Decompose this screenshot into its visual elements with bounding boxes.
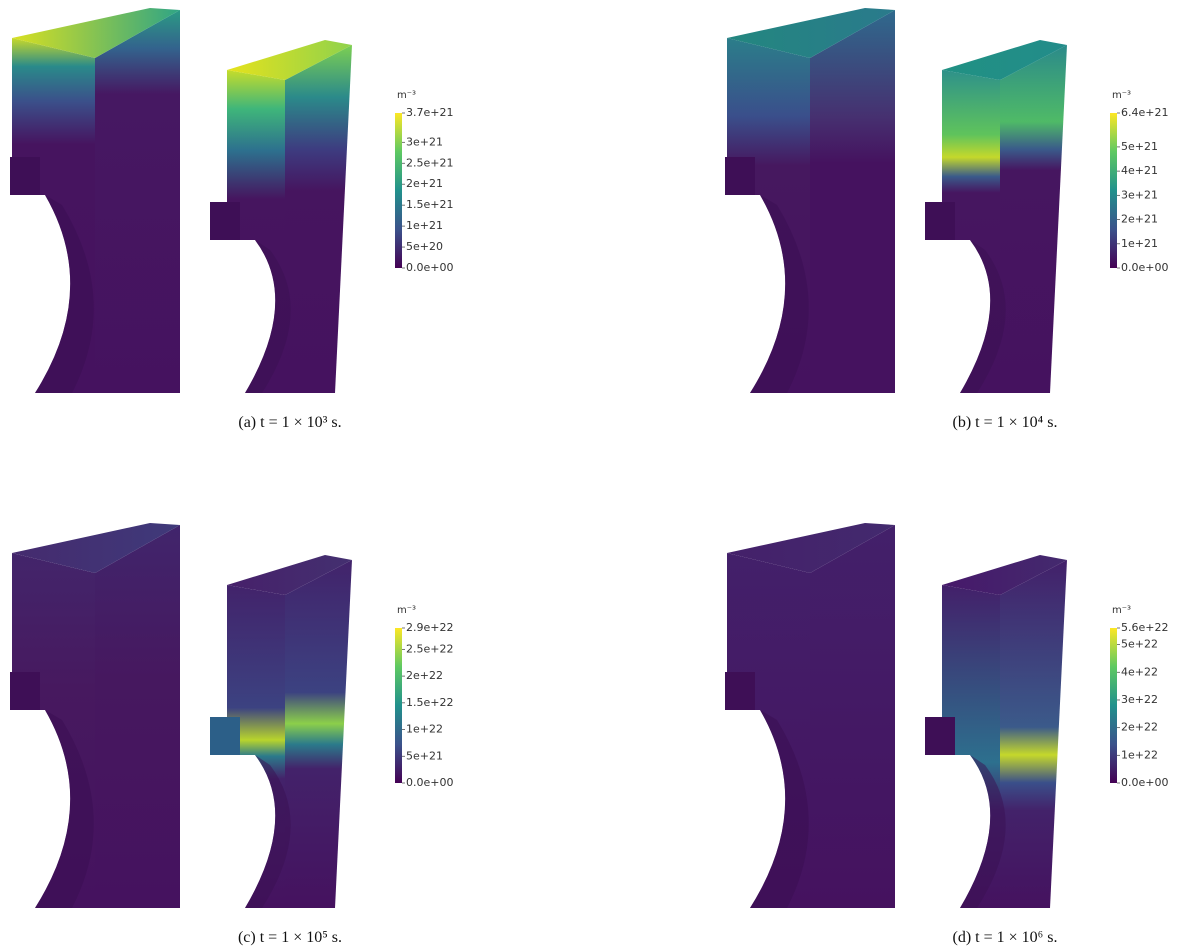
colorbar-unit: m⁻³	[1112, 90, 1131, 101]
side-face	[95, 10, 180, 393]
colorbar-tick-label: 2e+22	[1121, 721, 1158, 734]
front-face	[942, 70, 1000, 393]
colorbar-tick-label: 3e+22	[1121, 693, 1158, 706]
notch	[210, 202, 240, 240]
caption: (c) t = 1 × 10⁵ s.	[238, 929, 342, 946]
top-face	[942, 555, 1067, 595]
side-face	[95, 525, 180, 908]
panel: m⁻³ 3.7e+21 3e+21 2.5e+21 2e+21 1.5e+21 1e+21 5…	[10, 8, 453, 431]
colorbar-tick-label: 2.9e+22	[406, 621, 453, 634]
arch-face	[245, 755, 291, 908]
side-face	[810, 525, 895, 908]
colorbar-tick-label: 1e+21	[1121, 237, 1158, 250]
colorbar-tick-label: 2.5e+21	[406, 156, 453, 169]
colorbar-tick-label: 1e+22	[1121, 748, 1158, 761]
notch	[725, 672, 755, 710]
top-face	[227, 555, 352, 595]
colorbar-tick-label: 6.4e+21	[1121, 106, 1168, 119]
notch	[925, 202, 955, 240]
arch-face	[35, 195, 94, 393]
arch-face	[960, 755, 1006, 908]
top-face	[727, 8, 895, 58]
top-face	[12, 8, 180, 58]
colorbar-tick-label: 3e+21	[406, 135, 443, 148]
colorbar-tick-label: 2e+22	[406, 669, 443, 682]
top-face	[942, 40, 1067, 80]
colorbar	[1110, 113, 1117, 268]
notch	[10, 157, 40, 195]
arch-face	[245, 240, 291, 393]
notch	[725, 157, 755, 195]
top-face	[727, 523, 895, 573]
side-face	[285, 560, 352, 908]
arch-face	[35, 710, 94, 908]
colorbar-tick-label: 5.6e+22	[1121, 621, 1168, 634]
colorbar	[1110, 628, 1117, 783]
colorbar-unit: m⁻³	[1112, 605, 1131, 616]
colorbar	[395, 113, 402, 268]
colorbar-tick-label: 1.5e+21	[406, 198, 453, 211]
front-face	[227, 585, 285, 908]
colorbar-tick-label: 1.5e+22	[406, 696, 453, 709]
arch-face	[750, 195, 809, 393]
colorbar-tick-label: 0.0e+00	[406, 261, 453, 274]
colorbar-tick-label: 5e+21	[406, 749, 443, 762]
colorbar-tick-label: 3e+21	[1121, 188, 1158, 201]
panel: m⁻³ 2.9e+22 2.5e+22 2e+22 1.5e+22 1e+22 5e+21 0…	[10, 523, 453, 946]
caption: (a) t = 1 × 10³ s.	[238, 414, 341, 431]
front-face	[227, 70, 285, 393]
colorbar-tick-label: 0.0e+00	[1121, 776, 1168, 789]
colorbar	[395, 628, 402, 783]
colorbar-unit: m⁻³	[397, 605, 416, 616]
colorbar-tick-label: 3.7e+21	[406, 106, 453, 119]
side-face	[810, 10, 895, 393]
colorbar-unit: m⁻³	[397, 90, 416, 101]
colorbar-tick-label: 0.0e+00	[406, 776, 453, 789]
notch	[925, 717, 955, 755]
arch-face	[960, 240, 1006, 393]
colorbar-tick-label: 4e+21	[1121, 164, 1158, 177]
top-face	[12, 523, 180, 573]
colorbar-tick-label: 2e+21	[406, 177, 443, 190]
side-face	[285, 45, 352, 393]
colorbar-tick-label: 5e+21	[1121, 140, 1158, 153]
arch-face	[750, 710, 809, 908]
colorbar-tick-label: 5e+20	[406, 240, 443, 253]
panel: m⁻³ 6.4e+21 5e+21 4e+21 3e+21 2e+21 1e+21 0.0e+…	[725, 8, 1168, 431]
colorbar-tick-label: 2.5e+22	[406, 642, 453, 655]
colorbar-tick-label: 0.0e+00	[1121, 261, 1168, 274]
panel: m⁻³ 5.6e+22 5e+22 4e+22 3e+22 2e+22 1e+22 0.0e+…	[725, 523, 1168, 946]
top-face	[227, 40, 352, 80]
colorbar-tick-label: 4e+22	[1121, 665, 1158, 678]
notch	[210, 717, 240, 755]
caption: (b) t = 1 × 10⁴ s.	[953, 414, 1058, 431]
colorbar-tick-label: 2e+21	[1121, 213, 1158, 226]
notch	[10, 672, 40, 710]
side-face	[1000, 45, 1067, 393]
caption: (d) t = 1 × 10⁶ s.	[953, 929, 1058, 946]
front-face	[942, 585, 1000, 908]
colorbar-tick-label: 5e+22	[1121, 638, 1158, 651]
side-face	[1000, 560, 1067, 908]
colorbar-tick-label: 1e+21	[406, 219, 443, 232]
colorbar-tick-label: 1e+22	[406, 723, 443, 736]
